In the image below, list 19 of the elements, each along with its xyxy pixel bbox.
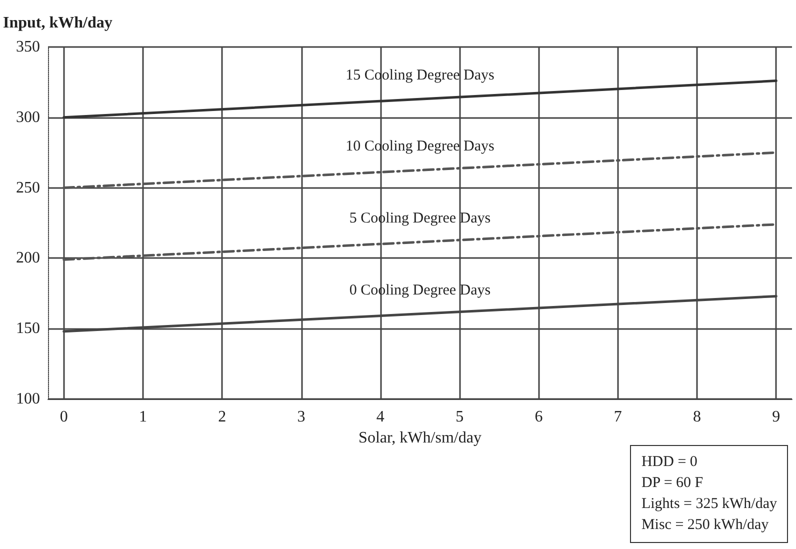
y-tick-label: 250 [16, 179, 40, 196]
y-tick-label: 200 [16, 250, 40, 267]
x-tick-label: 2 [218, 408, 226, 426]
y-tick-label: 100 [16, 390, 40, 408]
x-tick-label: 5 [456, 408, 464, 426]
x-tick-label: 4 [376, 408, 384, 426]
x-axis-title: Solar, kWh/sm/day [358, 429, 482, 446]
x-tick-label: 8 [693, 408, 702, 426]
x-tick-label: 7 [614, 408, 622, 426]
y-tick-label: 150 [16, 320, 40, 338]
y-tick-label: 350 [16, 38, 40, 56]
y-axis-title: Input, kWh/day [3, 14, 112, 32]
x-tick-label: 6 [534, 408, 543, 426]
x-tick-label: 0 [60, 408, 68, 426]
x-tick-label: 9 [772, 408, 780, 426]
x-tick-label: 3 [297, 408, 306, 426]
x-tick-label: 1 [138, 408, 147, 426]
text: HDD = 0 DP = 60 F Lights = 325 kWh/day Misc = 250 kWh/day [630, 445, 788, 543]
y-tick-label: 300 [16, 108, 40, 126]
